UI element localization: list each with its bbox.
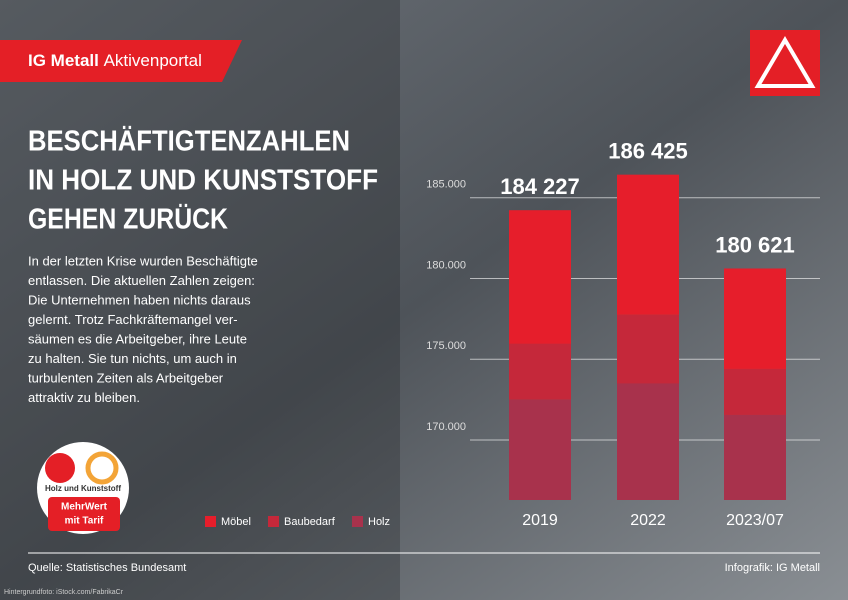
legend-swatch bbox=[268, 516, 279, 527]
legend-swatch bbox=[352, 516, 363, 527]
bar-segment bbox=[617, 174, 679, 315]
headline-line: GEHEN ZURÜCK bbox=[28, 203, 228, 236]
y-tick-label: 180.000 bbox=[426, 259, 466, 271]
body-line: Die Unternehmen haben nichts daraus bbox=[28, 292, 251, 307]
body-line: In der letzten Krise wurden Beschäftigte bbox=[28, 253, 258, 268]
total-label: 180 621 bbox=[715, 232, 795, 257]
header-banner bbox=[0, 40, 242, 82]
bar-segment bbox=[724, 268, 786, 369]
logo bbox=[750, 30, 820, 96]
badge-top: Holz und Kunststoff bbox=[45, 484, 121, 493]
headline-line: BESCHÄFTIGTENZAHLEN bbox=[28, 125, 350, 158]
y-tick-label: 170.000 bbox=[426, 421, 466, 433]
y-tick-label: 185.000 bbox=[426, 179, 466, 191]
brand-name: IG Metall bbox=[28, 51, 99, 70]
legend-swatch bbox=[205, 516, 216, 527]
credit: Infografik: IG Metall bbox=[725, 562, 820, 574]
body-line: attraktiv zu bleiben. bbox=[28, 390, 140, 405]
bar-segment bbox=[617, 314, 679, 384]
photo-credit: Hintergrundfoto: iStock.com/FabrikaCr bbox=[4, 589, 124, 596]
brand: IG Metall Aktivenportal bbox=[28, 51, 202, 70]
bar-segment bbox=[724, 414, 786, 500]
body-line: gelernt. Trotz Fachkräftemangel ver- bbox=[28, 312, 238, 327]
portal-name: Aktivenportal bbox=[104, 51, 202, 70]
body-line: säumen es die Arbeitgeber, ihre Leute bbox=[28, 331, 247, 346]
headline: BESCHÄFTIGTENZAHLEN IN HOLZ UND KUNSTSTOF… bbox=[28, 125, 378, 236]
bar-segment bbox=[617, 383, 679, 500]
x-tick-label: 2023/07 bbox=[726, 512, 784, 529]
bar-segment bbox=[509, 343, 571, 400]
y-tick-label: 175.000 bbox=[426, 340, 466, 352]
headline-line: IN HOLZ UND KUNSTSTOFF bbox=[28, 165, 378, 197]
badge-line: MehrWert bbox=[61, 502, 108, 513]
total-label: 186 425 bbox=[608, 139, 688, 164]
legend-label: Möbel bbox=[221, 516, 251, 528]
bar-segment bbox=[509, 399, 571, 500]
bar-segment bbox=[509, 210, 571, 344]
source: Quelle: Statistisches Bundesamt bbox=[28, 562, 186, 574]
x-tick-label: 2022 bbox=[630, 512, 666, 529]
body-line: turbulenten Zeiten als Arbeitgeber bbox=[28, 370, 224, 385]
body-line: zu halten. Sie tun nichts, um auch in bbox=[28, 351, 237, 366]
legend-label: Holz bbox=[368, 516, 390, 528]
badge: Holz und Kunststoff MehrWert mit Tarif bbox=[37, 442, 129, 534]
bar-segment bbox=[724, 368, 786, 415]
total-label: 184 227 bbox=[500, 174, 580, 199]
body-line: entlassen. Die aktuellen Zahlen zeigen: bbox=[28, 273, 255, 288]
body-text: In der letzten Krise wurden Beschäftigte… bbox=[28, 253, 258, 405]
legend-label: Baubedarf bbox=[284, 516, 336, 528]
badge-line: mit Tarif bbox=[65, 516, 104, 527]
x-tick-label: 2019 bbox=[522, 512, 558, 529]
